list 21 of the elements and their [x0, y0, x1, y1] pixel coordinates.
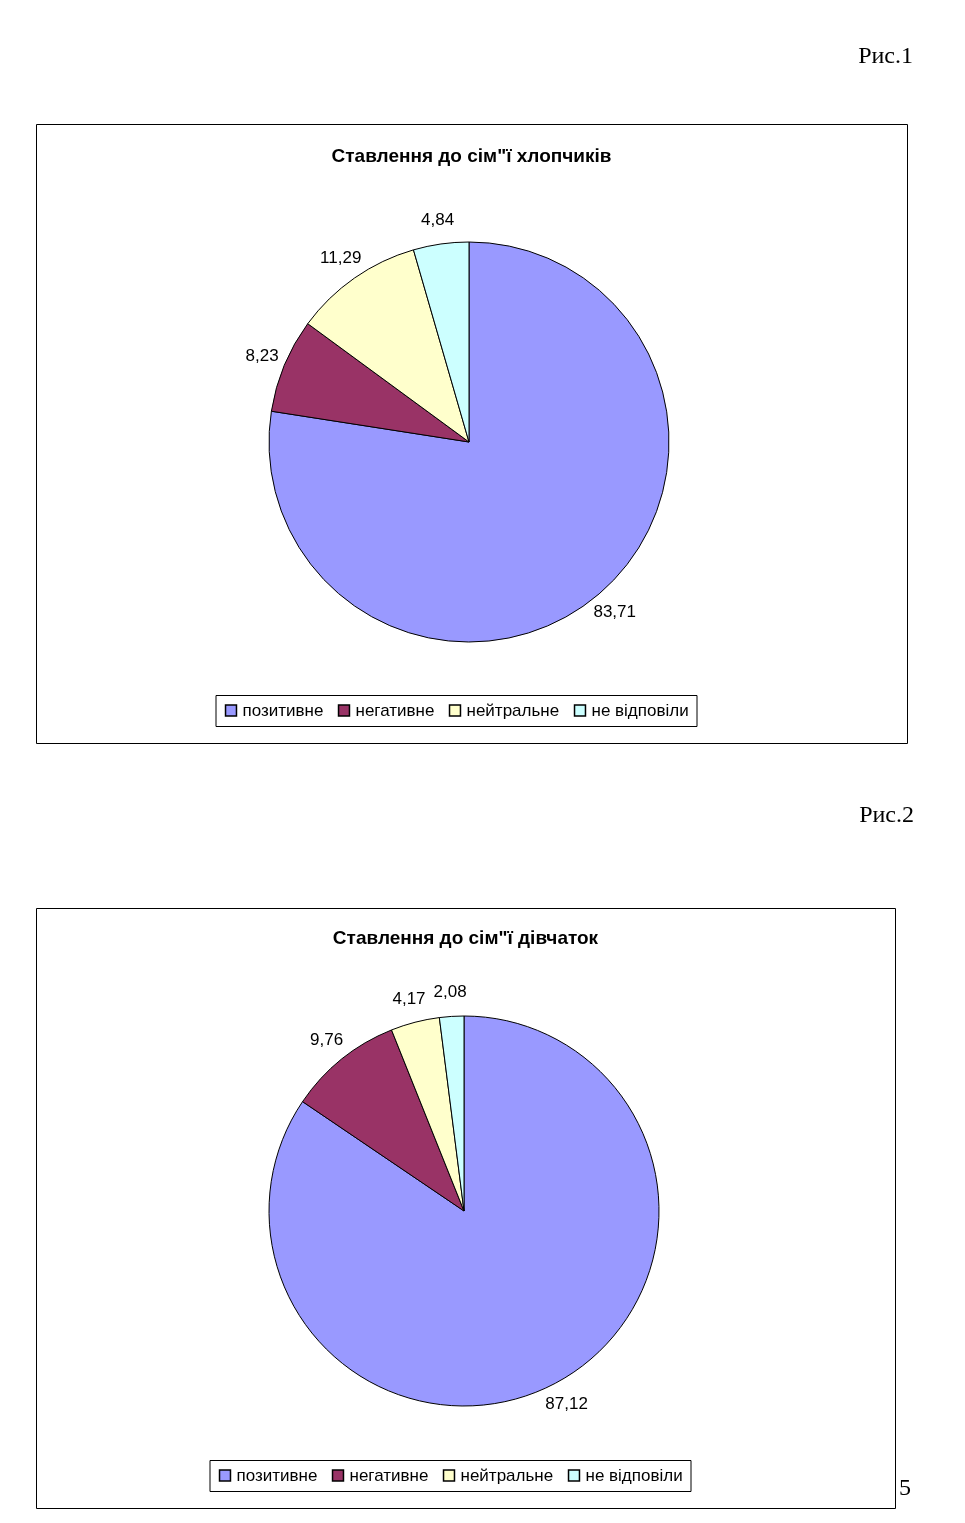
- data-label: 4,17: [392, 989, 426, 1009]
- text: Рис.2: [859, 801, 914, 827]
- text: 5: [899, 1474, 911, 1500]
- legend-label: позитивне: [236, 1465, 318, 1485]
- legend-label: негативне: [349, 1465, 429, 1485]
- legend-label: позитивне: [242, 700, 324, 720]
- data-label: 87,12: [545, 1394, 588, 1414]
- data-label: 8,23: [245, 346, 279, 366]
- legend-label: не відповіли: [591, 700, 689, 720]
- chart-title: Ставлення до сім"ї дівчаток: [332, 927, 599, 949]
- legend-label: не відповіли: [585, 1465, 683, 1485]
- legend-label: нейтральне: [460, 1465, 554, 1485]
- legend-label: нейтральне: [466, 700, 560, 720]
- data-label: 11,29: [320, 248, 362, 268]
- data-label: 9,76: [310, 1030, 344, 1050]
- data-label: 83,71: [593, 602, 636, 622]
- text: Рис.1: [858, 42, 913, 68]
- chart-title: Ставлення до сім"ї хлопчиків: [331, 145, 612, 167]
- legend-label: негативне: [355, 700, 435, 720]
- data-label: 2,08: [433, 982, 467, 1002]
- data-label: 4,84: [421, 210, 455, 230]
